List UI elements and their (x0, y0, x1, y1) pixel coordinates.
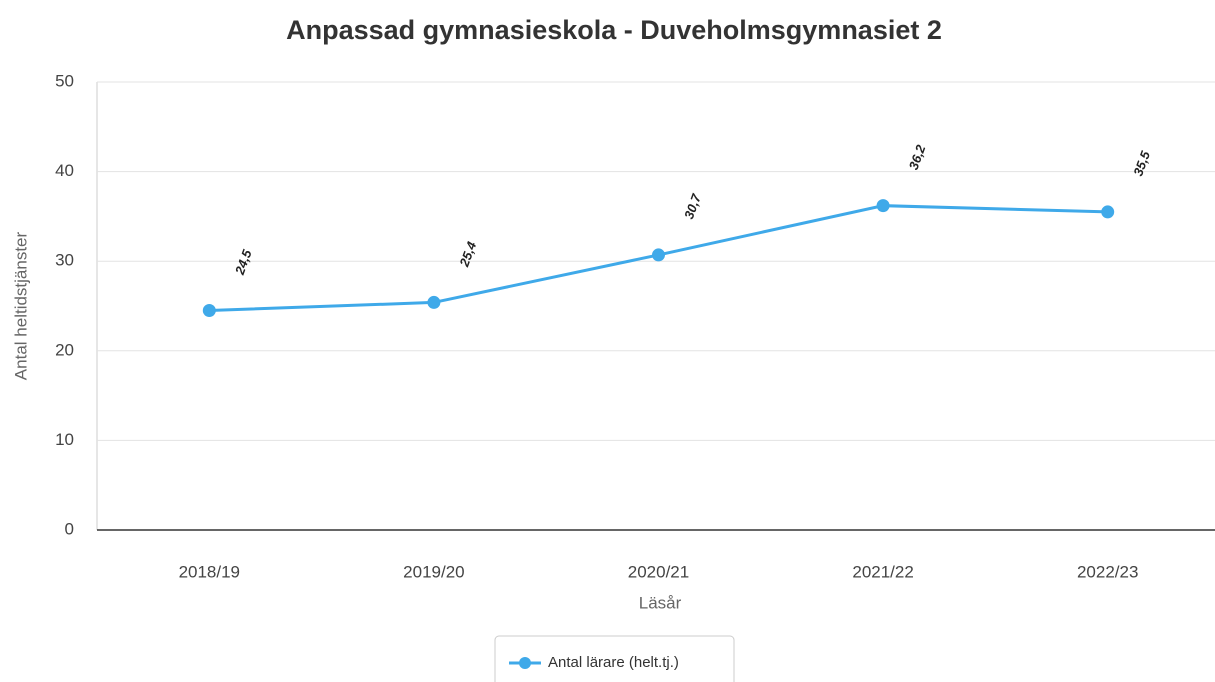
legend-marker (519, 657, 531, 669)
data-label: 36,2 (906, 142, 929, 172)
data-label: 30,7 (681, 191, 704, 221)
y-tick-label: 50 (55, 71, 74, 90)
legend-label: Antal lärare (helt.tj.) (548, 654, 679, 671)
legend (494, 635, 735, 682)
y-axis-label: Antal heltidstjänster (11, 231, 30, 380)
data-label: 35,5 (1130, 148, 1153, 178)
chart-title: Anpassad gymnasieskola - Duveholmsgymnas… (286, 15, 942, 45)
data-label: 25,4 (456, 239, 479, 270)
marker (202, 303, 216, 317)
x-tick-label: 2022/23 (1077, 562, 1138, 581)
marker (876, 199, 890, 213)
marker (652, 248, 665, 262)
y-tick-label: 20 (55, 340, 74, 359)
y-tick-label: 30 (55, 251, 74, 270)
x-tick-label: 2020/21 (628, 562, 689, 581)
x-tick-label: 2021/22 (852, 562, 913, 581)
x-axis-label: Läsår (639, 593, 682, 612)
marker (1101, 205, 1115, 219)
data-label: 24,5 (232, 247, 255, 278)
y-tick-label: 0 (65, 519, 74, 538)
x-tick-label: 2019/20 (403, 562, 464, 581)
x-tick-label: 2018/19 (179, 562, 240, 581)
y-tick-label: 10 (55, 430, 74, 449)
y-tick-label: 40 (55, 161, 74, 180)
marker (427, 295, 441, 309)
